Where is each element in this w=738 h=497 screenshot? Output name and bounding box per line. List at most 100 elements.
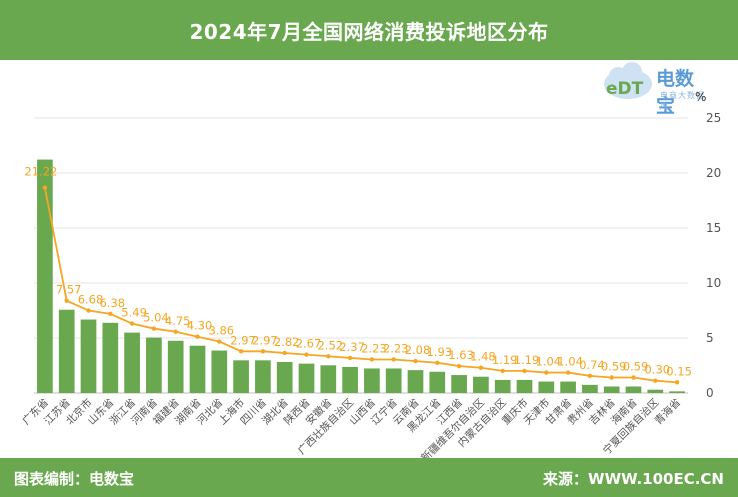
line-point — [108, 311, 113, 317]
line-point — [42, 185, 48, 190]
value-label: 1.93 — [426, 345, 452, 359]
line-point — [609, 375, 614, 380]
chart-title: 2024年7月全国网络消费投诉地区分布 — [189, 19, 549, 44]
line-point — [86, 308, 91, 313]
bar — [37, 159, 53, 393]
bar — [80, 319, 97, 393]
footer-bar: 图表编制：电数宝 来源：WWW.100EC.CN — [0, 458, 738, 497]
bar — [298, 363, 315, 393]
bar — [473, 376, 489, 393]
value-label: 21.22 — [24, 165, 57, 179]
bar — [385, 368, 402, 393]
bar — [124, 332, 140, 393]
line-point — [391, 357, 396, 362]
bar — [102, 322, 119, 393]
value-label: 2.23 — [361, 341, 387, 355]
value-label: 0.74 — [579, 358, 605, 372]
bar — [211, 350, 228, 393]
bar — [233, 360, 249, 393]
y-tick-label: 15 — [706, 221, 721, 235]
value-label: 2.23 — [383, 341, 409, 355]
bar — [516, 379, 533, 393]
value-label: 0.15 — [666, 364, 692, 378]
footer-credit: 图表编制：电数宝 — [14, 470, 135, 488]
bar — [429, 371, 446, 393]
line-point — [674, 380, 680, 385]
line-point — [151, 326, 157, 331]
line-point — [500, 368, 505, 374]
bar — [58, 309, 75, 393]
value-label: 5.49 — [121, 306, 147, 320]
cloud-logo-icon: eDT — [604, 62, 652, 99]
line-point — [631, 375, 636, 380]
bar — [167, 340, 184, 393]
line-point — [456, 363, 462, 369]
trend-line — [44, 187, 678, 384]
line-point — [369, 357, 375, 362]
line-point — [238, 349, 244, 354]
value-label: 0.59 — [601, 360, 627, 374]
value-label: 3.86 — [208, 324, 234, 338]
y-unit-label: % — [695, 90, 707, 104]
value-label: 1.48 — [470, 350, 496, 364]
value-label: 5.04 — [143, 311, 169, 325]
y-tick-label: 25 — [706, 111, 721, 125]
line-point — [435, 360, 440, 365]
bar — [560, 381, 576, 393]
line-point — [304, 352, 309, 357]
bar — [603, 386, 620, 393]
value-label: 2.37 — [339, 340, 365, 354]
y-tick-label: 5 — [706, 331, 714, 345]
line-point — [195, 334, 200, 339]
logo-name: 电数宝 — [656, 68, 695, 117]
bar — [494, 379, 511, 393]
line-point — [64, 298, 69, 303]
value-label: 2.52 — [317, 338, 343, 352]
header-bar: 2024年7月全国网络消费投诉地区分布 — [0, 0, 738, 60]
y-tick-label: 0 — [706, 386, 714, 400]
value-label: 4.30 — [187, 319, 213, 333]
line-point — [478, 365, 484, 370]
line-point — [129, 321, 135, 326]
value-label: 0.30 — [644, 363, 670, 377]
bar — [276, 361, 293, 393]
line-point — [413, 358, 418, 364]
value-label: 6.68 — [78, 293, 104, 307]
bar — [582, 384, 598, 393]
value-label: 0.59 — [623, 360, 649, 374]
bar — [320, 365, 337, 393]
line-point — [347, 355, 353, 361]
line-point — [326, 354, 331, 359]
value-label: 4.75 — [165, 314, 191, 328]
value-label: 2.97 — [230, 333, 256, 347]
bar — [364, 368, 380, 393]
value-label: 2.08 — [405, 343, 431, 357]
value-label: 2.82 — [274, 335, 300, 349]
logo-subtitle: 电商大数据库 — [660, 91, 705, 111]
line-point — [282, 350, 287, 356]
chart-area: 21.227.576.686.385.495.044.754.303.862.9… — [20, 111, 722, 458]
bar — [407, 370, 424, 393]
value-label: 6.38 — [99, 296, 125, 310]
brand-logo: eDT 电数宝 电商大数据库 — [598, 62, 710, 117]
line-point — [173, 329, 178, 334]
line-point — [544, 370, 549, 375]
value-label: 1.19 — [492, 353, 518, 367]
logo-mark: eDT — [606, 79, 644, 99]
line-point — [217, 339, 222, 344]
bar — [647, 389, 664, 393]
value-label: 1.04 — [535, 355, 561, 369]
bar — [625, 386, 642, 393]
line-point — [653, 378, 658, 383]
line-point — [260, 349, 266, 354]
value-label: 2.97 — [252, 333, 278, 347]
y-tick-label: 10 — [706, 276, 721, 290]
bar — [669, 391, 685, 393]
y-tick-label: 20 — [706, 166, 721, 180]
line-point — [522, 368, 527, 374]
bar — [451, 375, 467, 393]
line-point — [587, 373, 593, 379]
value-label: 7.57 — [56, 283, 82, 297]
value-label: 1.19 — [514, 353, 540, 367]
